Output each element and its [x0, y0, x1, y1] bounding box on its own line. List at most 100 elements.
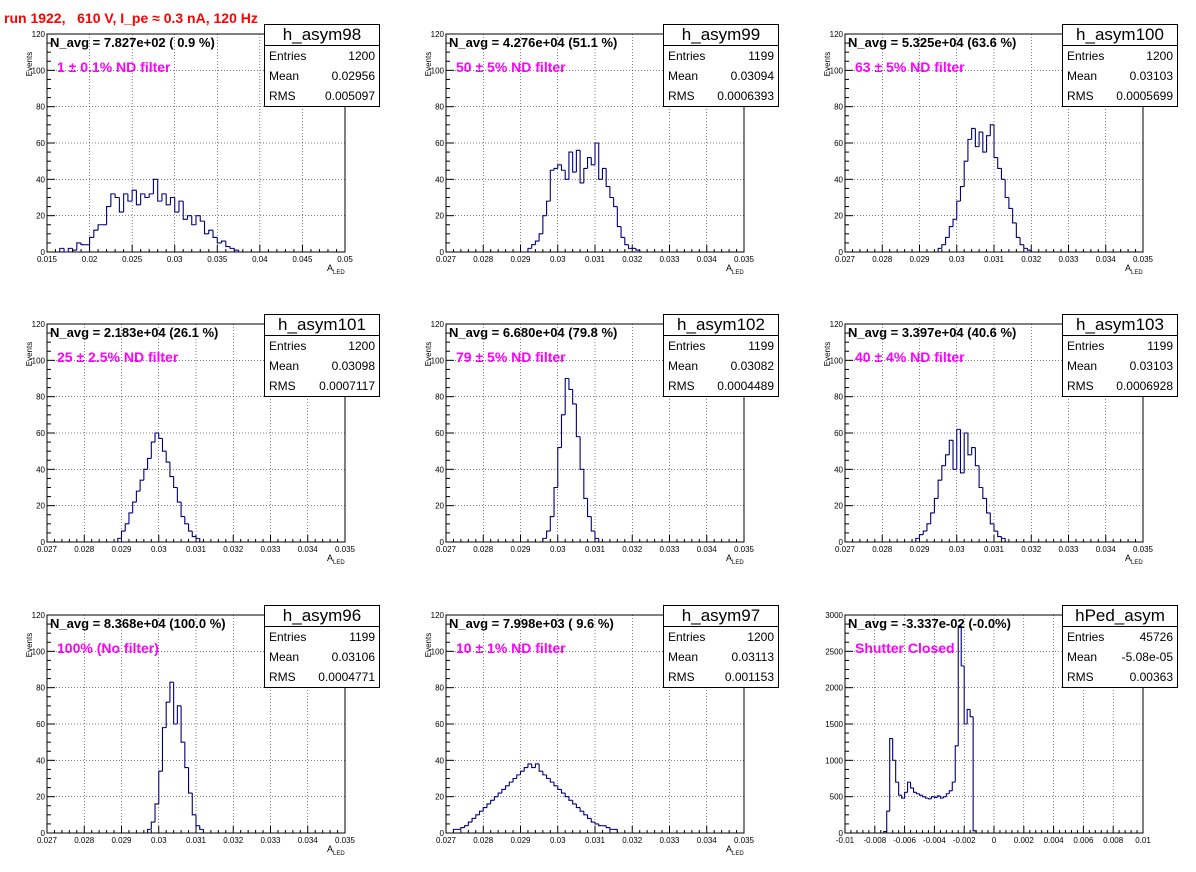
histogram-bin [158, 770, 163, 804]
stats-value: 0.0006393 [717, 89, 774, 103]
x-tick-label: 0.034 [298, 836, 319, 845]
histogram-bin [974, 128, 980, 148]
x-tick-label: 0.035 [734, 836, 755, 845]
stats-value: 1199 [748, 339, 774, 353]
y-tick-label: 60 [834, 139, 843, 148]
histogram-bin [165, 701, 170, 728]
histogram-bin [883, 830, 887, 833]
histogram-bin [117, 537, 122, 542]
histogram-bin [150, 821, 156, 830]
histogram-bin [553, 167, 558, 171]
histogram-bin [176, 487, 182, 503]
histogram-bin [945, 454, 950, 466]
histogram-bin [609, 186, 614, 199]
histogram-bin [939, 795, 944, 799]
y-tick-label: 40 [834, 465, 843, 474]
x-tick-label: 0.027 [37, 836, 58, 845]
histogram-bin [165, 451, 170, 463]
histogram-bin [144, 193, 150, 199]
histogram-bin [490, 799, 495, 804]
stats-value: 0.00363 [1129, 670, 1173, 684]
histogram-bin [132, 501, 137, 513]
stats-value: 1199 [349, 630, 375, 644]
stats-label: Entries [269, 49, 307, 63]
histogram-bin [937, 479, 942, 499]
x-tick-label: 0.028 [473, 545, 494, 554]
filter-label: 100% (No filter) [57, 640, 159, 656]
x-tick-label: -0.008 [863, 836, 886, 845]
x-tick-label: 0.028 [473, 836, 494, 845]
stats-row-mean: Mean 0.03082 [664, 356, 778, 376]
x-tick-label: 0.031 [585, 836, 606, 845]
histogram-bin [960, 625, 965, 667]
histogram-bin [963, 432, 968, 473]
run-title: run 1922, 610 V, I_pe ≈ 0.3 nA, 120 Hz [4, 10, 258, 26]
stats-value: 1200 [348, 49, 375, 63]
stats-box-title: h_asym101 [265, 315, 379, 336]
histogram-bin [229, 246, 235, 249]
histogram-bin [967, 138, 972, 162]
x-tick-label: 0.027 [835, 545, 856, 554]
x-tick-label: 0.031 [984, 255, 1005, 264]
x-tick-label: -0.01 [836, 836, 855, 845]
histogram-bin [579, 436, 584, 470]
histogram-bin [128, 512, 133, 524]
histogram-bin [152, 178, 158, 194]
histogram-bin [959, 429, 965, 474]
histogram-bin [169, 681, 174, 703]
y-axis-label: Events [424, 633, 433, 657]
histogram-bin [594, 822, 599, 825]
histogram-bin [157, 179, 162, 202]
histogram-bin [915, 792, 920, 795]
histogram-bin [933, 497, 939, 513]
x-axis-label: ALED [726, 263, 744, 276]
x-tick-label: 0.028 [473, 255, 494, 264]
histogram-bin [969, 709, 974, 718]
navg-label: N_avg = 5.325e+04 (63.6 %) [848, 35, 1017, 50]
histogram-plot: -0.01 -0.008 -0.006 -0.004 -0.002 0 0.002 0.004… [825, 611, 1151, 845]
y-tick-label: 60 [36, 720, 45, 729]
stats-row-rms: RMS 0.0004771 [265, 667, 379, 687]
stats-row-rms: RMS 0.0004489 [664, 376, 778, 396]
histogram-bin [635, 248, 640, 251]
y-tick-label: 2000 [825, 684, 843, 693]
x-axis-label-main: A [327, 553, 334, 563]
histogram-bin [154, 432, 159, 443]
histogram-bin [895, 760, 899, 783]
histogram-bin [933, 796, 938, 798]
stats-box-title: h_asym102 [664, 315, 778, 336]
histogram-bin [598, 823, 603, 827]
y-tick-label: 40 [834, 175, 843, 184]
stats-box-title: h_asym96 [265, 606, 379, 627]
y-axis-label: Events [424, 52, 433, 76]
navg-label: N_avg = 4.276e+04 (51.1 %) [449, 35, 618, 50]
stats-value: 0.0007117 [319, 379, 375, 393]
histogram-bin [978, 465, 983, 489]
histogram-bin [601, 167, 607, 180]
x-axis-label-sub: LED [732, 559, 744, 566]
y-tick-label: 0 [41, 538, 46, 547]
histogram-bin [575, 403, 581, 438]
stats-box-title: h_asym103 [1063, 315, 1177, 336]
histogram-bin [993, 523, 998, 532]
stats-row-rms: RMS 0.0005699 [1063, 86, 1177, 106]
stats-value: 1199 [748, 49, 774, 63]
histogram-bin [180, 705, 185, 743]
histogram-bin [93, 229, 99, 238]
y-axis-label: Events [823, 342, 832, 366]
histogram-bin [564, 377, 569, 415]
x-tick-label: 0.032 [1021, 545, 1042, 554]
stats-label: RMS [1067, 670, 1094, 684]
histogram-bin [512, 777, 517, 783]
histogram-panel-h_asym99: 0.027 0.028 0.029 0.03 0.031 0.032 0.033 0.034 0… [399, 0, 797, 290]
stats-label: Entries [269, 339, 307, 353]
stats-row-entries: Entries 1199 [664, 336, 778, 356]
y-tick-label: 80 [435, 684, 444, 693]
histogram-bin [1023, 244, 1028, 249]
histogram-bin [199, 825, 204, 830]
y-tick-label: 100 [32, 647, 46, 656]
histogram-panel-h_asym96: 0.027 0.028 0.029 0.03 0.031 0.032 0.033 0.034 0… [0, 581, 398, 871]
stats-value: 0.0005699 [1116, 89, 1173, 103]
x-tick-label: 0.029 [111, 545, 132, 554]
histogram-bin [135, 190, 141, 206]
